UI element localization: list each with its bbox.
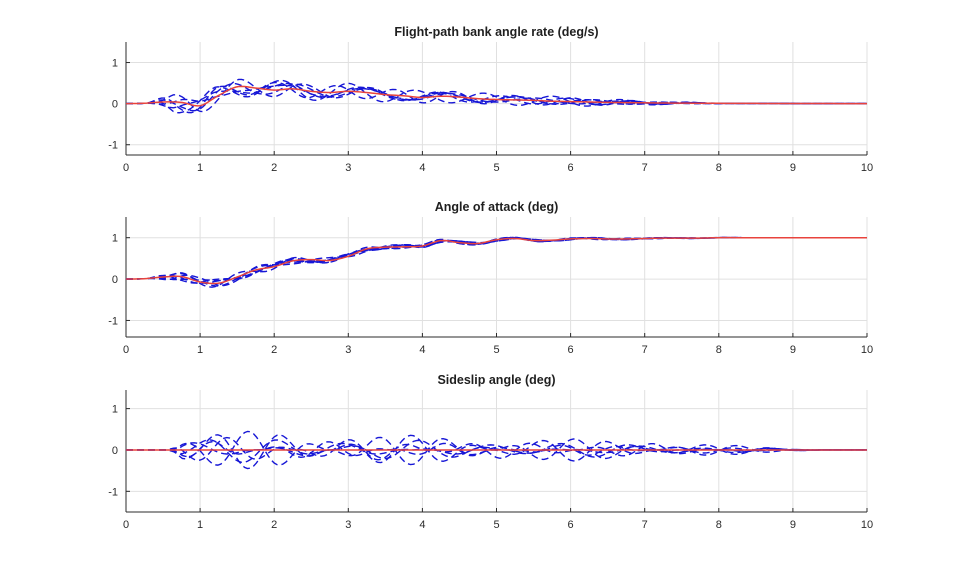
y-tick-label: 1 (112, 404, 118, 416)
x-tick-label: 5 (493, 162, 499, 174)
x-tick-label: 10 (861, 519, 873, 531)
y-tick-label: 1 (112, 58, 118, 70)
subplot-3-title: Sideslip angle (deg) (437, 373, 555, 387)
y-tick-label: 1 (112, 233, 118, 245)
subplot-1: 0 1 2 3 4 5 6 7 8 9 10 -1 0 1 Flight-path bank angle r… (108, 25, 873, 174)
x-tick-label: 10 (861, 344, 873, 356)
subplot-2: 0 1 2 3 4 5 6 7 8 9 10 -1 0 1 Angle of attack (deg) (108, 200, 873, 356)
x-tick-label: 5 (493, 344, 499, 356)
x-tick-label: 10 (861, 162, 873, 174)
y-tick-label: -1 (108, 140, 118, 152)
x-tick-label: 4 (419, 162, 425, 174)
subplot-1-title: Flight-path bank angle rate (deg/s) (394, 25, 598, 39)
x-tick-label: 1 (197, 519, 203, 531)
x-tick-label: 9 (790, 519, 796, 531)
subplot-3: 0 1 2 3 4 5 6 7 8 9 10 -1 0 1 Sideslip angle (deg) (108, 373, 873, 531)
y-tick-label: -1 (108, 315, 118, 327)
x-tick-label: 0 (123, 519, 129, 531)
y-tick-label: 0 (112, 445, 118, 457)
x-tick-label: 8 (716, 344, 722, 356)
x-tick-label: 9 (790, 344, 796, 356)
y-tick-label: -1 (108, 486, 118, 498)
subplot-2-title: Angle of attack (deg) (435, 200, 559, 214)
x-tick-label: 8 (716, 519, 722, 531)
x-tick-label: 6 (568, 519, 574, 531)
x-tick-label: 7 (642, 162, 648, 174)
y-tick-label: 0 (112, 99, 118, 111)
x-tick-label: 7 (642, 519, 648, 531)
x-tick-label: 0 (123, 344, 129, 356)
x-tick-label: 4 (419, 519, 425, 531)
perturbed-response-curve (126, 441, 867, 460)
x-tick-label: 5 (493, 519, 499, 531)
x-tick-label: 9 (790, 162, 796, 174)
perturbed-response-curve (125, 79, 867, 114)
y-tick-label: 0 (112, 274, 118, 286)
x-tick-label: 6 (568, 344, 574, 356)
perturbed-response-curve (126, 439, 867, 463)
x-tick-label: 3 (345, 162, 351, 174)
x-tick-label: 2 (271, 519, 277, 531)
x-tick-label: 6 (568, 162, 574, 174)
x-tick-label: 2 (271, 162, 277, 174)
perturbed-response-curve (126, 436, 867, 461)
x-tick-label: 1 (197, 344, 203, 356)
x-tick-label: 3 (345, 519, 351, 531)
x-tick-label: 7 (642, 344, 648, 356)
x-tick-label: 3 (345, 344, 351, 356)
nominal-response-curve (125, 85, 867, 107)
x-tick-label: 0 (123, 162, 129, 174)
nominal-response-curve (125, 236, 867, 285)
x-tick-label: 4 (419, 344, 425, 356)
x-tick-label: 2 (271, 344, 277, 356)
x-tick-label: 8 (716, 162, 722, 174)
x-tick-label: 1 (197, 162, 203, 174)
